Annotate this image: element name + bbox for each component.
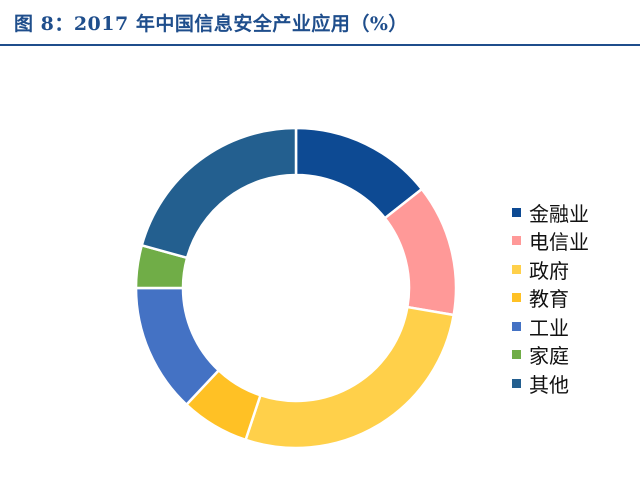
legend-swatch-telecom [512,236,521,246]
legend-item-other: 其他 [512,369,589,398]
legend-item-household: 家庭 [512,341,589,370]
chart-legend: 金融业 电信业 政府 教育 工业 家庭 其他 [512,198,589,398]
legend-label-household: 家庭 [529,344,569,369]
donut-slice-government [244,305,455,450]
title-underline [0,44,640,46]
legend-item-telecom: 电信业 [512,227,589,256]
legend-item-government: 政府 [512,255,589,284]
legend-item-education: 教育 [512,284,589,313]
legend-label-government: 政府 [529,258,569,283]
legend-label-finance: 金融业 [529,201,589,226]
legend-swatch-government [512,264,521,274]
legend-item-finance: 金融业 [512,198,589,227]
legend-swatch-household [512,350,521,360]
donut-slice-other [140,126,298,260]
legend-label-education: 教育 [529,287,569,312]
chart-title: 图 8：2017 年中国信息安全产业应用（%） [14,13,408,35]
legend-label-other: 其他 [529,372,569,397]
legend-swatch-other [512,378,521,388]
legend-swatch-finance [512,207,521,217]
legend-label-industry: 工业 [529,315,569,340]
legend-item-industry: 工业 [512,312,589,341]
legend-swatch-industry [512,321,521,331]
legend-label-telecom: 电信业 [529,230,589,255]
legend-swatch-education [512,293,521,303]
